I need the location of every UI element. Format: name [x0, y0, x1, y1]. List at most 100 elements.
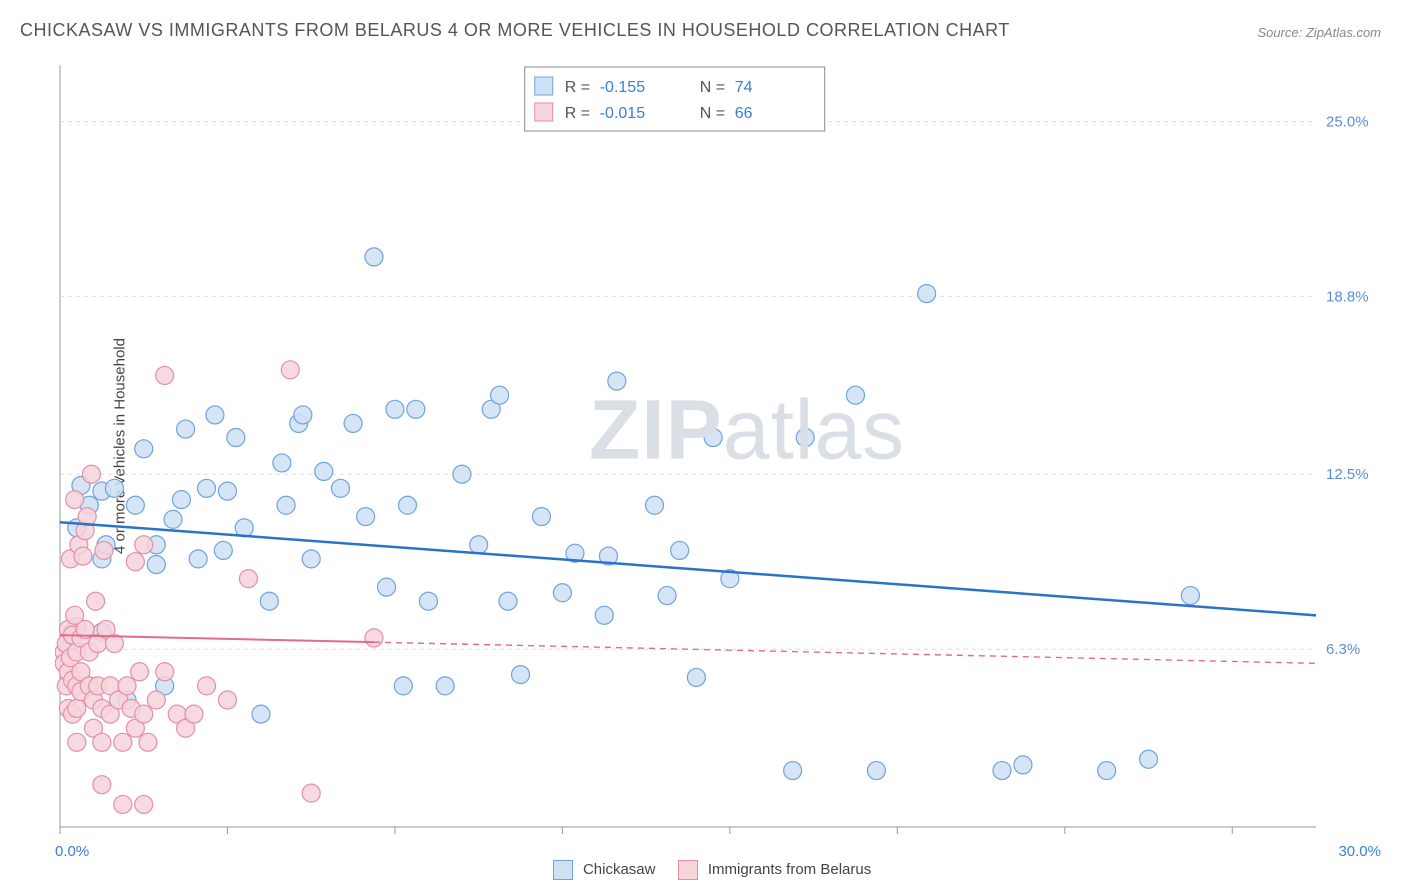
- data-point: [198, 479, 216, 497]
- data-point: [131, 663, 149, 681]
- data-point: [386, 400, 404, 418]
- data-point: [398, 496, 416, 514]
- data-point: [105, 479, 123, 497]
- legend-swatch-belarus: [678, 860, 698, 880]
- data-point: [126, 496, 144, 514]
- data-point: [302, 784, 320, 802]
- data-point: [74, 547, 92, 565]
- stats-legend-R-value: -0.015: [600, 105, 645, 122]
- trend-line-dashed: [374, 642, 1316, 663]
- data-point: [218, 691, 236, 709]
- stats-legend-swatch: [535, 77, 553, 95]
- data-point: [1098, 762, 1116, 780]
- data-point: [87, 592, 105, 610]
- data-point: [126, 553, 144, 571]
- data-point: [294, 406, 312, 424]
- data-point: [512, 666, 530, 684]
- data-point: [532, 508, 550, 526]
- data-point: [357, 508, 375, 526]
- scatter-chart-svg: 6.3% 12.5% 18.8% 25.0% R = -0.155 N = 74 R = -…: [55, 55, 1386, 837]
- data-point: [658, 587, 676, 605]
- chart-title: CHICKASAW VS IMMIGRANTS FROM BELARUS 4 O…: [20, 20, 1010, 41]
- x-axis-min-label: 0.0%: [55, 843, 89, 860]
- data-point: [332, 479, 350, 497]
- x-axis-max-label: 30.0%: [1338, 843, 1381, 860]
- data-point: [68, 733, 86, 751]
- data-point: [185, 705, 203, 723]
- data-point: [273, 454, 291, 472]
- data-point: [1014, 756, 1032, 774]
- y-tick-label: 6.3%: [1326, 641, 1360, 658]
- data-point: [66, 491, 84, 509]
- data-point: [553, 584, 571, 602]
- data-point: [147, 691, 165, 709]
- data-point: [206, 406, 224, 424]
- data-point: [784, 762, 802, 780]
- data-point: [156, 366, 174, 384]
- data-point: [135, 705, 153, 723]
- data-point: [918, 285, 936, 303]
- data-point: [93, 733, 111, 751]
- data-point: [365, 248, 383, 266]
- data-point: [436, 677, 454, 695]
- stats-legend-N-value: 66: [735, 105, 753, 122]
- data-point: [687, 668, 705, 686]
- stats-legend-swatch: [535, 103, 553, 121]
- data-point: [114, 795, 132, 813]
- data-point: [608, 372, 626, 390]
- data-point: [277, 496, 295, 514]
- y-tick-label: 12.5%: [1326, 466, 1369, 483]
- data-point: [93, 776, 111, 794]
- data-point: [491, 386, 509, 404]
- chart-plot-area: 6.3% 12.5% 18.8% 25.0% R = -0.155 N = 74 R = -…: [55, 55, 1386, 837]
- data-point: [95, 541, 113, 559]
- data-point: [177, 420, 195, 438]
- stats-legend-N-label: N =: [700, 79, 725, 96]
- data-point: [218, 482, 236, 500]
- stats-legend-R-label: R =: [565, 105, 590, 122]
- data-point: [135, 795, 153, 813]
- data-point: [419, 592, 437, 610]
- data-point: [135, 536, 153, 554]
- data-point: [114, 733, 132, 751]
- legend-swatch-chickasaw: [553, 860, 573, 880]
- trend-line: [60, 522, 1316, 615]
- data-point: [344, 414, 362, 432]
- stats-legend-R-value: -0.155: [600, 79, 645, 96]
- data-point: [646, 496, 664, 514]
- data-point: [867, 762, 885, 780]
- data-point: [227, 429, 245, 447]
- data-point: [1140, 750, 1158, 768]
- data-point: [1181, 587, 1199, 605]
- data-point: [302, 550, 320, 568]
- stats-legend-N-label: N =: [700, 105, 725, 122]
- data-point: [214, 541, 232, 559]
- data-point: [281, 361, 299, 379]
- stats-legend-R-label: R =: [565, 79, 590, 96]
- data-point: [164, 510, 182, 528]
- data-point: [118, 677, 136, 695]
- stats-legend-N-value: 74: [735, 79, 753, 96]
- data-point: [846, 386, 864, 404]
- data-point: [378, 578, 396, 596]
- data-point: [135, 440, 153, 458]
- data-point: [453, 465, 471, 483]
- data-point: [147, 556, 165, 574]
- data-point: [394, 677, 412, 695]
- data-point: [315, 462, 333, 480]
- y-tick-label: 18.8%: [1326, 288, 1369, 305]
- bottom-legend: Chickasaw Immigrants from Belarus: [0, 860, 1406, 880]
- data-point: [189, 550, 207, 568]
- data-point: [156, 663, 174, 681]
- data-point: [82, 465, 100, 483]
- data-point: [993, 762, 1011, 780]
- data-point: [499, 592, 517, 610]
- source-citation: Source: ZipAtlas.com: [1257, 25, 1381, 40]
- data-point: [172, 491, 190, 509]
- data-point: [68, 699, 86, 717]
- data-point: [252, 705, 270, 723]
- data-point: [796, 429, 814, 447]
- data-point: [260, 592, 278, 610]
- y-tick-label: 25.0%: [1326, 113, 1369, 130]
- data-point: [595, 606, 613, 624]
